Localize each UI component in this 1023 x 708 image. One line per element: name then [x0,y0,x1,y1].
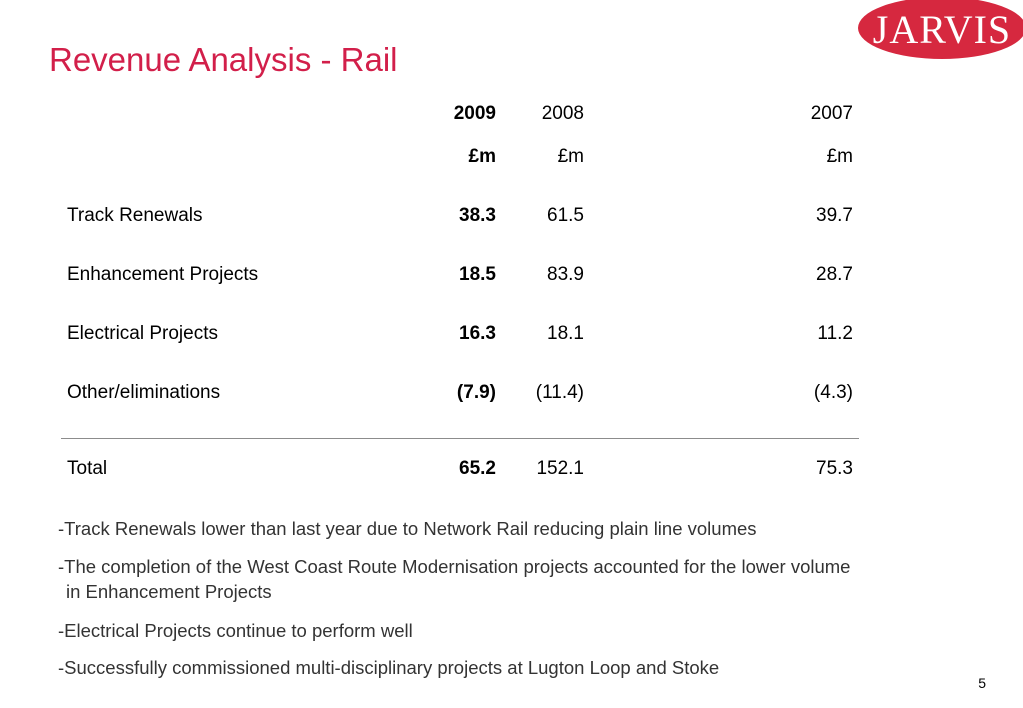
unit-2007-header: £m [826,146,853,167]
unit-2009-header: £m [468,146,496,167]
value-2007-track-renewals: 39.7 [816,205,853,226]
value-2007-electrical-projects: 11.2 [817,323,853,344]
logo-ellipse [858,0,1023,59]
row-label-other-eliminations: Other/eliminations [67,382,221,403]
year-2009-header: 2009 [453,103,496,124]
value-2009-other-eliminations: (7.9) [456,382,496,403]
value-2008-total: 152.1 [536,458,584,479]
slide-title: Revenue Analysis - Rail [49,41,398,78]
value-2009-enhancement-projects: 18.5 [459,264,496,285]
row-label-total: Total [67,458,108,479]
value-2008-track-renewals: 61.5 [547,205,584,226]
year-2008-header: 2008 [541,103,584,124]
note-commissioned-projects: -Successfully commissioned multi-discipl… [58,657,720,678]
note-track-renewals: -Track Renewals lower than last year due… [58,518,757,539]
logo-text: JARVIS [873,7,1011,52]
value-2008-other-eliminations: (11.4) [535,382,584,403]
page-number: 5 [978,675,986,691]
value-2008-enhancement-projects: 83.9 [547,264,584,285]
row-label-enhancement-projects: Enhancement Projects [67,264,259,285]
row-label-track-renewals: Track Renewals [67,205,203,226]
row-label-electrical-projects: Electrical Projects [67,323,218,344]
value-2009-total: 65.2 [459,458,496,479]
jarvis-logo-graphic: JARVIS [858,0,1023,59]
unit-2008-header: £m [557,146,584,167]
value-2008-electrical-projects: 18.1 [547,323,584,344]
value-2007-enhancement-projects: 28.7 [816,264,853,285]
table-divider [61,438,859,439]
value-2009-track-renewals: 38.3 [459,205,496,226]
year-2007-header: 2007 [810,103,853,124]
value-2007-other-eliminations: (4.3) [813,382,853,403]
value-2009-electrical-projects: 16.3 [459,323,496,344]
note-electrical-projects: -Electrical Projects continue to perform… [58,620,413,641]
note-west-coast: -The completion of the West Coast Route … [58,556,851,577]
jarvis-logo: JARVIS [858,0,1023,60]
value-2007-total: 75.3 [816,458,853,479]
note-west-coast-continued: in Enhancement Projects [66,581,272,602]
